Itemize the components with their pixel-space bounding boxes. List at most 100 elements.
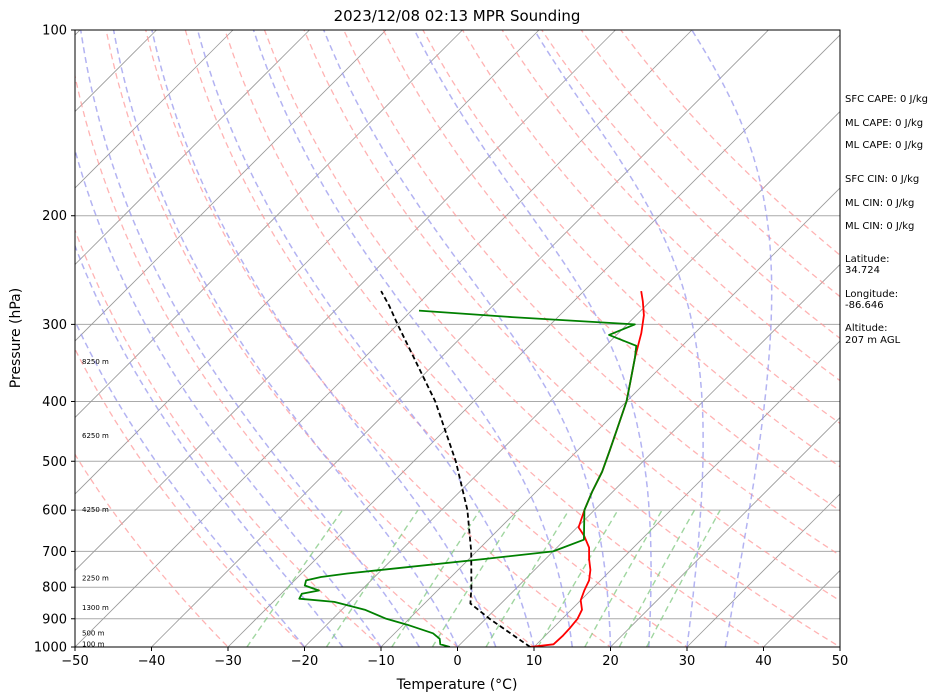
y-tick-label: 100 xyxy=(42,24,67,39)
x-tick-label: 40 xyxy=(755,654,772,669)
isotherm-line xyxy=(610,416,840,647)
moist-adiabat-line xyxy=(151,30,497,647)
height-label: 4250 m xyxy=(82,506,109,514)
moist-adiabat-line xyxy=(75,243,344,647)
x-tick-label: 30 xyxy=(679,654,696,669)
height-label: 8250 m xyxy=(82,358,109,366)
mixing-ratio-line xyxy=(645,509,721,647)
isotherm-line xyxy=(533,340,840,647)
x-tick-label: −30 xyxy=(214,654,241,669)
dry-adiabat-line xyxy=(501,30,840,382)
x-tick-label: −50 xyxy=(61,654,88,669)
x-axis: −50 −40 −30 −20 −10 0 10 20 30 40 50 xyxy=(61,647,848,669)
isotherm-line xyxy=(75,30,234,189)
moist-adiabat-line xyxy=(75,147,382,647)
dry-adiabat-line xyxy=(105,30,536,647)
isotherm-line xyxy=(75,30,616,572)
mixing-ratio-line xyxy=(537,509,619,647)
chart-title: 2023/12/08 02:13 MPR Sounding xyxy=(334,7,581,25)
dry-adiabat-line xyxy=(224,30,765,647)
isotherm-line xyxy=(75,30,310,266)
height-label: 2250 m xyxy=(82,575,109,583)
isotherm-line xyxy=(0,30,4,647)
y-tick-label: 700 xyxy=(42,545,67,560)
dry-adiabat-line xyxy=(263,30,840,647)
y-axis-title: Pressure (hPa) xyxy=(8,288,24,388)
moist-adiabat-line xyxy=(252,30,574,647)
y-tick-label: 400 xyxy=(42,395,67,410)
plot-frame xyxy=(74,29,841,648)
x-tick-label: 0 xyxy=(453,654,461,669)
isotherm-line xyxy=(75,30,693,647)
dry-adiabat-line xyxy=(343,30,840,557)
altitude-label: Altitude: xyxy=(845,323,887,334)
mixing-ratio-line xyxy=(325,509,419,647)
plot-area: 100 m 500 m 1300 m 2250 m 4250 m 6250 m 8250 m xyxy=(0,30,840,648)
x-tick-label: −10 xyxy=(367,654,394,669)
isotherm-line xyxy=(380,187,840,647)
latitude-value: 34.724 xyxy=(845,265,880,276)
y-tick-label: 600 xyxy=(42,504,67,519)
y-tick-label: 500 xyxy=(42,455,67,470)
dry-adiabat-line xyxy=(184,30,689,647)
moist-adiabat-line xyxy=(413,30,652,647)
height-label: 6250 m xyxy=(82,432,109,440)
parcel-profile-line xyxy=(380,290,531,647)
longitude-label: Longitude: xyxy=(845,289,898,300)
y-tick-label: 800 xyxy=(42,581,67,596)
mixing-ratio-line xyxy=(485,509,570,647)
y-tick-label: 1000 xyxy=(34,641,67,656)
height-label: 500 m xyxy=(82,629,105,637)
y-tick-label: 200 xyxy=(42,209,67,224)
isotherm-line xyxy=(227,34,840,647)
ml-cin-text-2: ML CIN: 0 J/kg xyxy=(845,221,914,232)
height-label: 1300 m xyxy=(82,604,109,612)
dry-adiabat-line xyxy=(422,30,840,468)
dry-adiabat-line xyxy=(75,453,229,647)
dry-adiabat-line xyxy=(75,73,459,647)
dry-adiabat-line xyxy=(461,30,840,425)
dewpoint-profile-line xyxy=(298,309,638,647)
dry-adiabat-line xyxy=(303,30,840,602)
x-axis-title: Temperature (°C) xyxy=(396,677,518,693)
mixing-ratio-line xyxy=(584,509,663,647)
isotherm-line xyxy=(457,263,840,647)
longitude-value: -86.646 xyxy=(845,300,884,311)
isotherm-line xyxy=(75,30,540,495)
mixing-ratio-line xyxy=(618,509,696,647)
side-panel: SFC CAPE: 0 J/kg ML CAPE: 0 J/kg ML CAPE… xyxy=(845,94,928,346)
x-tick-label: −40 xyxy=(138,654,165,669)
dry-adiabat-line xyxy=(145,30,612,647)
moist-adiabat-line xyxy=(112,30,459,647)
isotherm-line xyxy=(304,110,840,647)
mixing-ratio-line xyxy=(431,509,519,647)
moist-adiabat-line xyxy=(691,30,773,647)
isotherm-line xyxy=(151,30,769,647)
y-axis: 100 200 300 400 500 600 700 800 900 1000 xyxy=(34,24,75,656)
isotherm-line xyxy=(686,493,840,647)
moist-adiabat-line xyxy=(79,30,420,647)
ml-cape-text: ML CAPE: 0 J/kg xyxy=(845,118,923,129)
height-label: 100 m xyxy=(82,640,105,648)
mixing-ratio-line xyxy=(391,509,481,647)
moist-adiabat-line xyxy=(323,30,612,647)
x-tick-label: −20 xyxy=(291,654,318,669)
dry-adiabat-line xyxy=(382,30,840,512)
x-tick-label: 10 xyxy=(526,654,543,669)
x-tick-label: 20 xyxy=(602,654,619,669)
sfc-cin-text: SFC CIN: 0 J/kg xyxy=(845,174,919,185)
dry-adiabat-line xyxy=(75,228,382,647)
y-tick-label: 300 xyxy=(42,318,67,333)
ml-cape-text-2: ML CAPE: 0 J/kg xyxy=(845,140,923,151)
dry-adiabat-line xyxy=(75,347,306,647)
altitude-value: 207 m AGL xyxy=(845,335,901,346)
moist-adiabat-line xyxy=(196,30,535,647)
mixing-ratio-line xyxy=(246,509,344,647)
sfc-cape-text: SFC CAPE: 0 J/kg xyxy=(845,94,928,105)
moist-adiabat-line xyxy=(533,30,704,647)
isotherm-line xyxy=(75,30,387,342)
y-tick-label: 900 xyxy=(42,612,67,627)
ml-cin-text: ML CIN: 0 J/kg xyxy=(845,198,914,209)
isotherm-line xyxy=(75,30,463,419)
